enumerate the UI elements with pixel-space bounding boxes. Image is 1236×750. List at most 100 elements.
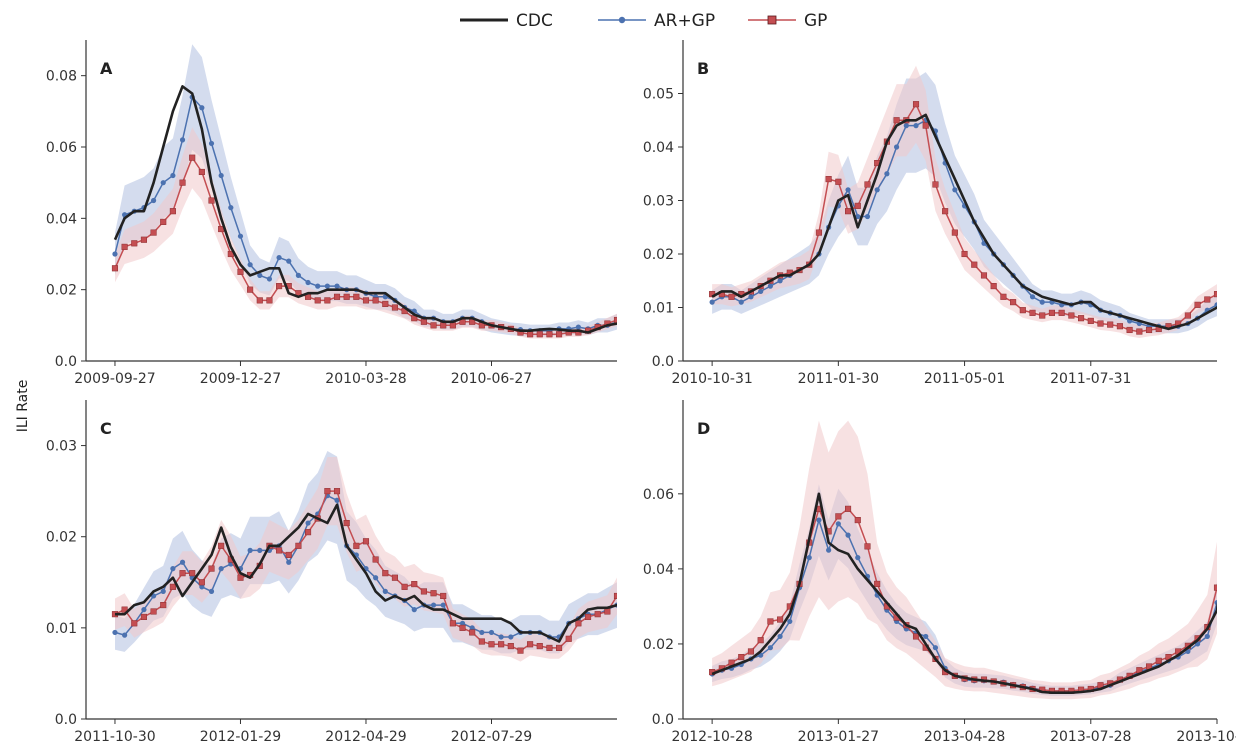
point-gp — [276, 547, 283, 554]
point-argp — [459, 620, 466, 626]
point-gp — [527, 331, 534, 338]
point-argp — [787, 618, 793, 625]
point-argp — [334, 497, 340, 503]
point-gp — [536, 643, 543, 650]
point-gp — [556, 331, 563, 338]
point-argp — [903, 123, 909, 129]
point-argp — [1224, 292, 1229, 297]
point-gp — [198, 579, 205, 586]
band-ar-gp — [712, 72, 1217, 334]
point-gp — [874, 580, 881, 587]
point-gp — [362, 297, 370, 304]
point-gp — [815, 229, 822, 236]
point-argp — [575, 324, 581, 330]
point-argp — [806, 555, 812, 561]
legend-label-ar-gp: AR+GP — [654, 11, 715, 31]
point-gp — [391, 574, 398, 581]
point-gp — [353, 542, 360, 549]
x-tick-label: 2013-07-28 — [1050, 729, 1131, 745]
point-argp — [257, 547, 263, 553]
legend-entry-ar-gp: AR+GP — [598, 11, 715, 31]
point-gp — [624, 589, 630, 595]
point-argp — [257, 272, 263, 278]
y-tick-label: 0.02 — [46, 283, 77, 299]
point-gp — [1087, 317, 1094, 324]
point-gp — [507, 643, 514, 650]
y-tick-label: 0.01 — [643, 301, 674, 317]
point-gp — [343, 293, 350, 300]
y-tick-label: 0.0 — [55, 354, 77, 370]
point-argp — [170, 172, 176, 179]
point-argp — [440, 602, 446, 608]
point-gp — [498, 641, 505, 648]
point-argp — [913, 123, 919, 129]
point-gp — [362, 538, 370, 545]
point-gp — [440, 322, 447, 329]
point-argp — [894, 144, 900, 150]
series-cdc — [115, 503, 617, 643]
point-gp — [1224, 279, 1230, 285]
point-gp — [942, 208, 949, 215]
point-argp — [179, 559, 186, 565]
point-argp — [324, 283, 330, 289]
point-gp — [459, 624, 466, 631]
point-gp — [1058, 309, 1065, 316]
point-argp — [218, 172, 224, 179]
point-gp — [430, 590, 437, 597]
point-gp — [738, 654, 745, 661]
band-gp — [712, 420, 1217, 700]
point-argp — [835, 521, 841, 527]
y-tick-label: 0.02 — [46, 530, 77, 546]
panel-label: C — [100, 419, 112, 438]
point-gp — [757, 637, 764, 644]
x-tick-label: 2011-05-01 — [924, 371, 1005, 387]
point-argp — [228, 205, 234, 211]
point-gp — [517, 647, 524, 654]
point-gp — [584, 613, 592, 620]
point-gp — [845, 505, 852, 512]
point-gp — [305, 529, 312, 536]
point-gp — [169, 583, 176, 590]
point-argp — [1204, 633, 1210, 640]
point-gp — [613, 316, 617, 324]
point-gp — [150, 229, 157, 236]
point-argp — [923, 633, 929, 640]
point-gp — [747, 648, 755, 655]
point-argp — [286, 559, 292, 565]
y-tick-label: 0.04 — [46, 211, 77, 227]
point-gp — [1000, 293, 1007, 300]
line-cdc — [711, 113, 1217, 331]
point-gp — [488, 641, 495, 648]
point-argp — [334, 283, 340, 289]
y-tick-label: 0.08 — [46, 69, 77, 85]
point-gp — [411, 581, 418, 588]
point-gp — [218, 542, 225, 549]
point-argp — [276, 254, 282, 261]
point-gp — [835, 178, 842, 185]
point-argp — [488, 629, 495, 636]
point-gp — [353, 293, 360, 300]
point-gp — [854, 517, 861, 524]
point-argp — [160, 588, 166, 595]
y-tick-label: 0.03 — [46, 439, 77, 455]
point-argp — [208, 588, 215, 595]
point-gp — [478, 638, 485, 645]
point-gp — [237, 268, 244, 275]
y-tick-label: 0.06 — [46, 140, 77, 156]
y-tick-label: 0.04 — [643, 140, 674, 156]
point-gp — [333, 488, 341, 495]
point-argp — [305, 520, 311, 526]
point-gp — [189, 154, 196, 161]
point-gp — [140, 236, 147, 243]
point-gp — [1068, 312, 1075, 319]
point-gp — [1136, 328, 1143, 335]
x-tick-label: 2009-12-27 — [200, 371, 281, 387]
point-argp — [855, 213, 861, 220]
point-argp — [160, 180, 166, 186]
point-gp — [613, 592, 617, 600]
x-tick-label: 2013-10-27 — [1176, 729, 1236, 745]
point-gp — [1097, 320, 1104, 327]
point-gp — [179, 570, 186, 577]
